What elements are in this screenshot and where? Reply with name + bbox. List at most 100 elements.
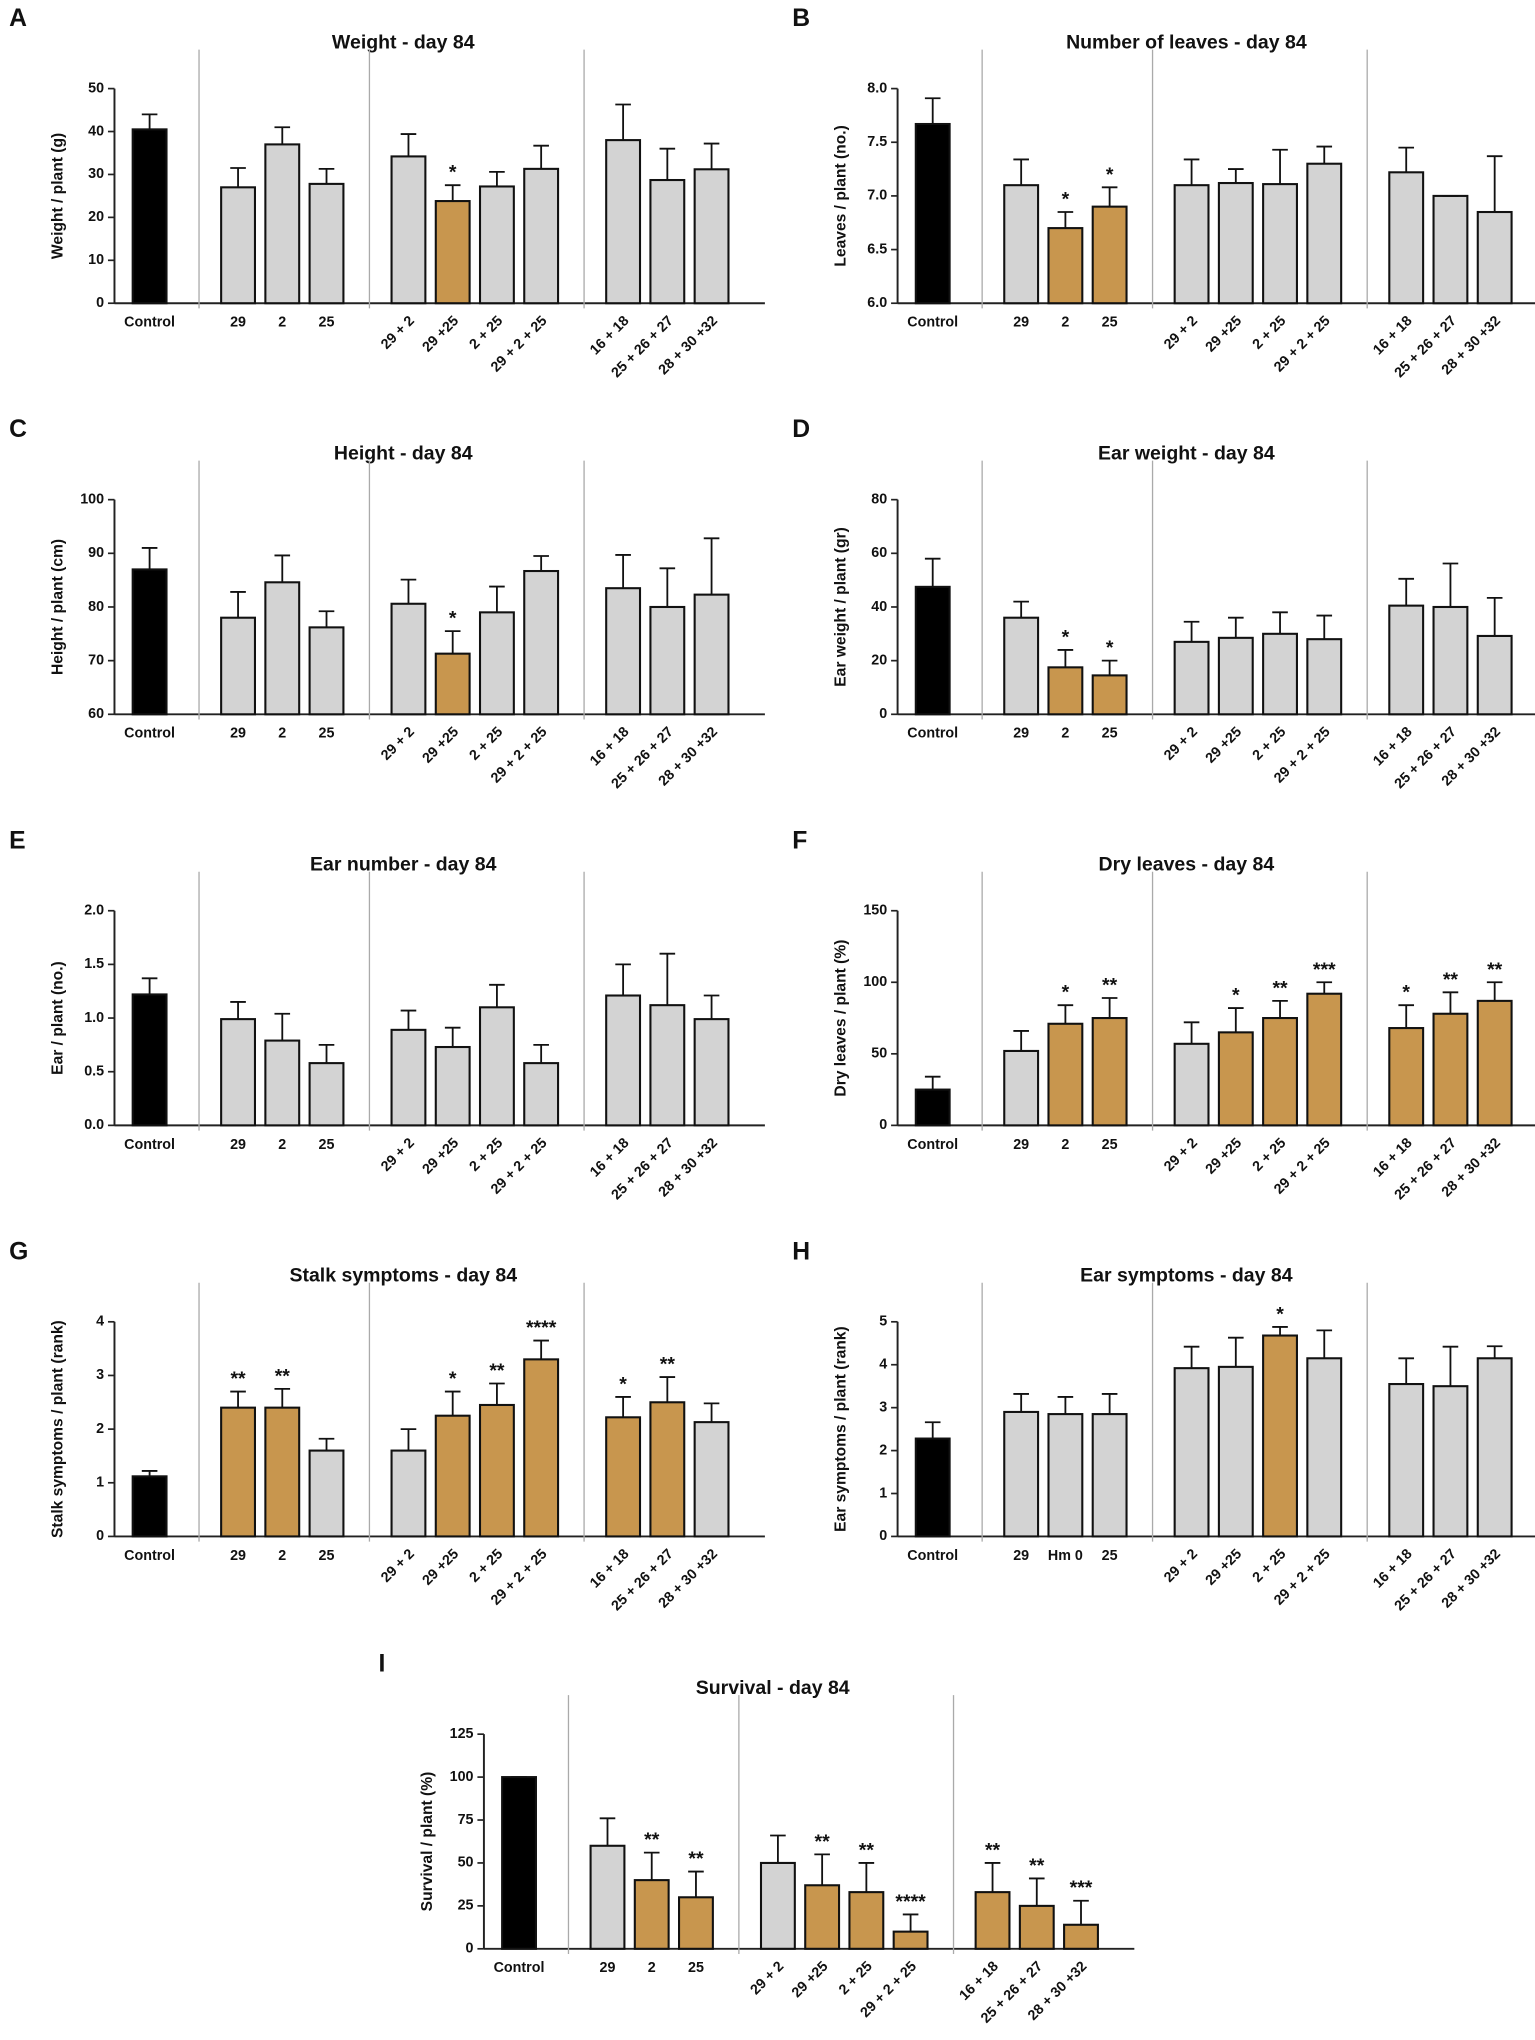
y-tick-label: 1	[879, 1485, 887, 1501]
bar	[1217, 636, 1254, 716]
y-tick-label: 100	[863, 974, 887, 990]
bar	[1047, 1022, 1084, 1127]
bar	[589, 1844, 626, 1950]
bar	[1173, 184, 1210, 305]
panel: A Weight - day 84 Weight / plant (g) 0 10 20 3…	[9, 5, 765, 381]
x-tick-label: 29	[1013, 1548, 1029, 1564]
error-bar	[814, 1853, 830, 1886]
y-tick-label: 75	[458, 1812, 474, 1828]
bar	[220, 186, 257, 305]
y-tick-label: 50	[88, 80, 104, 96]
significance: **	[489, 1360, 505, 1382]
error-bar	[1057, 1396, 1074, 1415]
significance: *	[1402, 982, 1410, 1004]
error-bar	[1442, 1345, 1459, 1387]
error-bar	[1057, 1004, 1074, 1024]
error-bar	[533, 1339, 549, 1360]
error-bar	[1486, 596, 1503, 636]
y-axis-label: Ear symptoms / plant (rank)	[833, 1326, 850, 1532]
y-axis-label: Ear weight / plant (gr)	[833, 527, 850, 687]
error-bar	[1028, 1877, 1045, 1906]
panel-letter: A	[9, 5, 27, 32]
error-bar	[1398, 1004, 1415, 1029]
error-bar	[1398, 146, 1415, 173]
y-tick-label: 0	[466, 1941, 474, 1957]
significance: **	[275, 1365, 291, 1387]
y-tick-label: 0.5	[84, 1063, 104, 1079]
panel-letter: H	[792, 1238, 810, 1265]
x-tick-label: 29 +25	[1203, 1546, 1246, 1589]
y-tick-label: 125	[450, 1726, 474, 1742]
bar	[1063, 1923, 1099, 1950]
x-tick-label: 29 +25	[420, 1546, 463, 1589]
error-bar	[400, 1428, 417, 1451]
x-tick-label: Control	[907, 315, 958, 331]
significance: *	[449, 162, 457, 184]
x-tick-label: 25	[1102, 726, 1118, 742]
y-axis-label: Height / plant (cm)	[49, 539, 66, 675]
error-bar	[230, 1390, 246, 1408]
error-bar	[615, 554, 631, 589]
y-tick-label: 70	[88, 652, 104, 668]
panel: E Ear number - day 84 Ear / plant (no.) 0.0…	[9, 827, 765, 1203]
y-tick-label: 1.5	[84, 956, 104, 972]
error-bar	[703, 1402, 720, 1423]
y-tick-label: 6.0	[867, 295, 887, 311]
chart-title: Dry leaves - day 84	[1099, 853, 1275, 875]
bar	[434, 1414, 471, 1538]
x-tick-label: Control	[907, 1137, 958, 1153]
significance: *	[1276, 1303, 1284, 1325]
bar	[649, 1401, 686, 1538]
significance: *	[619, 1373, 627, 1395]
x-tick-label: 2	[648, 1960, 656, 1976]
error-bar	[688, 1870, 704, 1898]
error-bar	[1013, 1393, 1029, 1412]
error-bar	[615, 103, 631, 141]
error-bar	[1013, 600, 1029, 618]
y-tick-label: 2	[96, 1421, 104, 1437]
error-bar	[318, 610, 335, 628]
error-bar	[230, 167, 246, 188]
x-tick-label: 25	[319, 1137, 335, 1153]
bar	[1091, 205, 1128, 305]
significance: **	[660, 1354, 676, 1376]
y-axis-label: Stalk symptoms / plant (rank)	[49, 1320, 66, 1538]
significance: *	[1232, 985, 1240, 1007]
chart-title: Survival - day 84	[696, 1677, 850, 1699]
x-tick-label: 2	[1061, 1137, 1069, 1153]
bar	[308, 1449, 345, 1538]
bar	[759, 1861, 796, 1950]
error-bar	[703, 537, 720, 595]
bar	[523, 569, 560, 716]
y-tick-label: 20	[88, 209, 104, 225]
x-tick-label: 25	[319, 726, 335, 742]
bar	[1173, 1367, 1210, 1538]
significance: ***	[1313, 959, 1336, 981]
bar	[478, 1403, 515, 1538]
y-tick-label: 2.0	[84, 903, 104, 919]
y-tick-label: 60	[88, 706, 104, 722]
bar	[974, 1891, 1011, 1950]
error-bar	[1486, 981, 1503, 1001]
significance: **	[688, 1848, 704, 1870]
x-tick-label: 2 + 25	[1250, 1135, 1290, 1175]
y-tick-label: 25	[458, 1898, 474, 1914]
error-bar	[400, 133, 417, 157]
x-tick-label: 2 + 25	[1250, 1546, 1290, 1586]
error-bar	[858, 1862, 875, 1893]
x-tick-label: 2 + 25	[467, 1546, 507, 1586]
error-bar	[703, 142, 720, 170]
bar	[1262, 1017, 1298, 1127]
x-tick-label: 25	[319, 315, 335, 331]
bar	[1262, 632, 1298, 716]
panel: H Ear symptoms - day 84 Ear symptoms / pla…	[792, 1238, 1535, 1614]
x-tick-label: 2 + 25	[467, 1135, 507, 1175]
bar	[1388, 604, 1425, 716]
bar	[1003, 1049, 1040, 1127]
panel-letter: B	[792, 5, 810, 32]
y-axis-label: Leaves / plant (no.)	[833, 125, 850, 266]
significance: ***	[1070, 1877, 1093, 1899]
bar	[914, 1088, 951, 1127]
y-axis-label: Dry leaves / plant (%)	[833, 940, 850, 1097]
